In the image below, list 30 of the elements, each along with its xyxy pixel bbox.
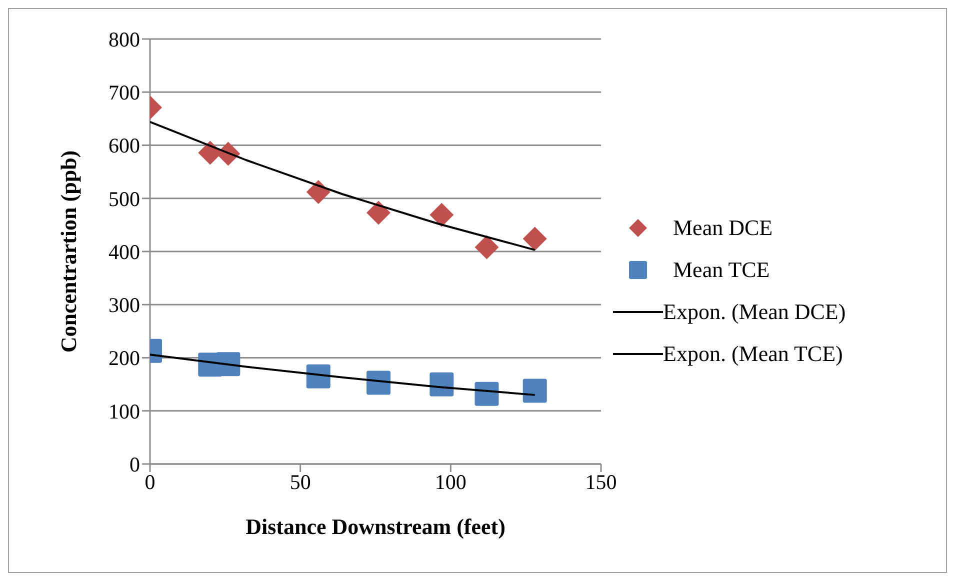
- x-axis-title: Distance Downstream (feet): [246, 514, 506, 539]
- x-tick-label: 50: [290, 470, 311, 494]
- legend-label: Expon. (Mean DCE): [663, 298, 846, 324]
- y-tick-label: 0: [130, 452, 140, 476]
- legend-label: Expon. (Mean TCE): [663, 340, 843, 366]
- x-tick-label: 150: [585, 470, 617, 494]
- x-tick-label: 100: [434, 470, 466, 494]
- point: [306, 364, 330, 388]
- legend-label: Mean TCE: [673, 256, 770, 282]
- point: [522, 378, 547, 403]
- y-tick-label: 500: [108, 186, 140, 211]
- point: [430, 202, 454, 227]
- point: [522, 226, 547, 251]
- point: [216, 352, 240, 376]
- x-tick-label: 0: [144, 470, 156, 494]
- point: [474, 235, 499, 260]
- y-tick-label: 700: [108, 80, 140, 105]
- legend-label: Mean DCE: [673, 214, 773, 240]
- point: [306, 180, 330, 204]
- y-tick-label: 100: [108, 399, 140, 424]
- y-tick-label: 400: [108, 240, 140, 264]
- y-tick-label: 200: [108, 346, 140, 370]
- y-axis-title: Concentrartion (ppb): [56, 150, 81, 353]
- y-tick-label: 600: [108, 134, 140, 158]
- y-tick-label: 800: [108, 27, 140, 52]
- point: [366, 200, 391, 225]
- point: [430, 372, 454, 396]
- y-tick-label: 300: [108, 293, 140, 318]
- point: [366, 370, 391, 395]
- point: [474, 382, 499, 406]
